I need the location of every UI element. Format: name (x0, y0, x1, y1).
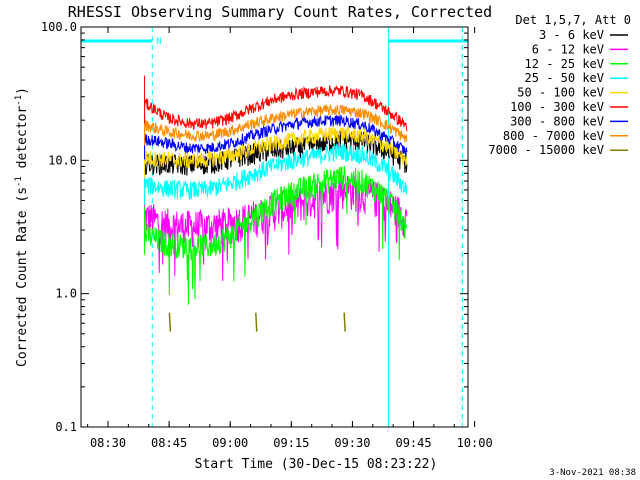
x-tick-label: 09:00 (212, 436, 248, 450)
legend-label: 100 - 300 keV (510, 100, 604, 114)
series-line (144, 142, 408, 200)
series-mark (168, 312, 172, 332)
y-axis-label-part: Corrected Count Rate (s (15, 187, 30, 367)
y-axis-label-superscript: -1 (14, 176, 24, 187)
y-tick-label: 1.0 (55, 287, 77, 301)
y-tick-label: 100.0 (41, 20, 77, 34)
y-axis-label-part: detector (15, 106, 30, 177)
legend-label: 12 - 25 keV (525, 57, 604, 71)
x-tick-label: 08:30 (90, 436, 126, 450)
series-line (144, 175, 408, 282)
x-tick-label: 09:15 (273, 436, 309, 450)
plot-frame (80, 26, 469, 428)
legend-label: 800 - 7000 keV (503, 129, 604, 143)
night-label: N (156, 37, 161, 47)
generation-date: 3-Nov-2021 08:38 (549, 468, 636, 478)
chart-title: RHESSI Observing Summary Count Rates, Co… (68, 3, 492, 21)
series-layer (144, 75, 408, 332)
legend-header: Det 1,5,7, Att 0 (515, 13, 631, 27)
x-tick-label: 10:00 (457, 436, 493, 450)
series-line (144, 165, 408, 305)
series-12-25-keV-kev (144, 165, 408, 305)
x-tick-label: 09:45 (395, 436, 431, 450)
legend-label: 300 - 800 keV (510, 114, 604, 128)
series-line (144, 114, 408, 158)
legend-label: 3 - 6 keV (539, 28, 604, 42)
axis-ticks: 08:30 08:45 09:00 09:15 09:30 09:45 10:00 0.1 1.… (41, 20, 493, 450)
legend-label: 6 - 12 keV (532, 42, 604, 56)
x-tick-label: 09:30 (334, 436, 370, 450)
series-mark (343, 312, 346, 332)
y-tick-label: 10.0 (48, 153, 77, 167)
x-tick-label: 08:45 (151, 436, 187, 450)
series-mark (255, 312, 258, 332)
y-tick-label: 0.1 (55, 420, 77, 434)
series-100-300-keV-kev (144, 75, 408, 132)
y-axis-label-superscript: -1 (14, 95, 24, 106)
y-axis-label-part: ) (15, 87, 30, 95)
y-axis-label: Corrected Count Rate (s-1 detector-1) (14, 87, 30, 367)
x-axis-label: Start Time (30-Dec-15 08:23:22) (195, 457, 438, 472)
series-line (144, 104, 408, 143)
legend-label: 25 - 50 keV (525, 71, 604, 85)
series-line (144, 124, 408, 169)
legend-label: 50 - 100 keV (517, 86, 604, 100)
series-line (144, 84, 408, 132)
series-7000-15000-keV-kev (168, 312, 346, 332)
legend-label: 7000 - 15000 keV (488, 143, 604, 157)
